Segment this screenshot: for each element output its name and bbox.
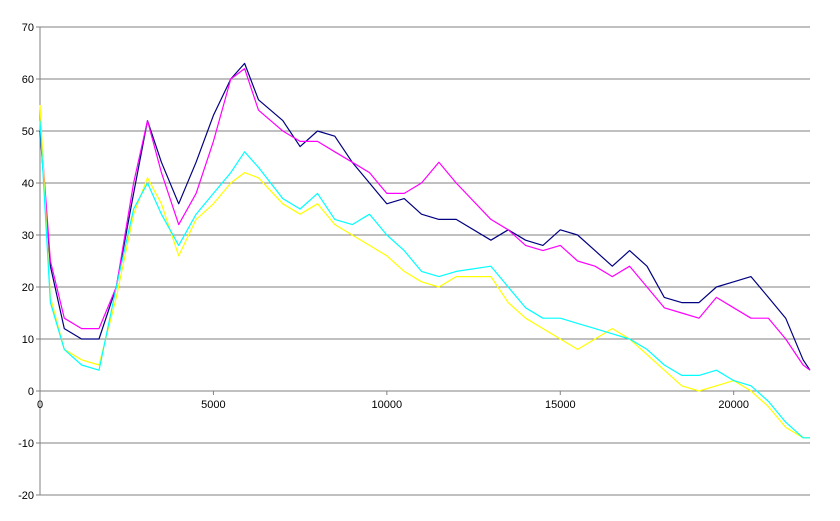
y-tick-label-9: 70	[22, 22, 34, 34]
series-lines	[39, 62, 811, 439]
x-tick-label-3: 15000	[545, 399, 576, 411]
y-axis-tick-labels: -20 -10 0 10 20 30 40 50 60 70	[18, 22, 34, 502]
x-tick-label-2: 10000	[372, 399, 403, 411]
y-tick-label-7: 50	[22, 126, 34, 138]
y-tick-label-1: -10	[18, 438, 34, 450]
y-tick-label-6: 40	[22, 178, 34, 190]
y-tick-label-5: 30	[22, 230, 34, 242]
y-tick-label-0: -20	[18, 490, 34, 502]
x-axis-tick-labels: 0 5000 10000 15000 20000	[37, 399, 749, 411]
x-tick-label-4: 20000	[718, 399, 749, 411]
axes	[36, 26, 810, 496]
y-tick-label-8: 60	[22, 74, 34, 86]
y-tick-label-4: 20	[22, 282, 34, 294]
series-line-2	[39, 104, 810, 439]
series-line-3	[39, 120, 810, 439]
y-tick-label-3: 10	[22, 334, 34, 346]
series-line-1	[39, 67, 811, 371]
series-line-0	[39, 62, 811, 371]
y-tick-label-2: 0	[28, 386, 34, 398]
x-tick-label-1: 5000	[201, 399, 225, 411]
x-tick-label-0: 0	[37, 399, 43, 411]
gridlines	[40, 26, 810, 496]
